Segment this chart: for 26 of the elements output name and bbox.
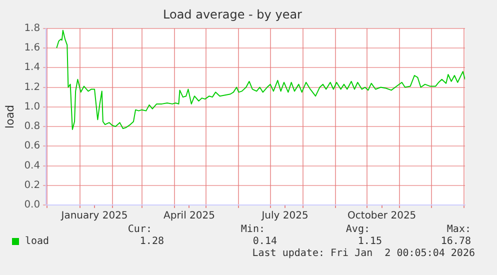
chart-title: Load average - by year [163, 7, 302, 22]
legend-label: load [24, 236, 50, 247]
text: Cur: [128, 224, 152, 235]
y-axis-title: load [3, 104, 16, 128]
x-tick-label: October 2025 [348, 210, 416, 222]
text: 16.78 [440, 236, 471, 247]
x-tick-label: July 2025 [260, 210, 308, 222]
text: Max: [446, 224, 471, 235]
x-tick-label: January 2025 [60, 210, 128, 222]
text: Avg: [346, 224, 370, 235]
y-tick-label: 1.2 [24, 82, 40, 93]
text: Last update: Fri Jan 2 00:05:04 2026 [252, 248, 475, 259]
y-tick-label: 0.2 [24, 180, 40, 191]
y-tick-label: 0.0 [24, 200, 40, 211]
y-tick-label: 0.6 [24, 140, 40, 152]
text: 1.28 [140, 236, 164, 247]
y-tick-label: 0.4 [24, 160, 40, 172]
y-tick-label: 0.8 [24, 121, 40, 132]
y-tick-label: 1.4 [24, 62, 40, 74]
y-tick-label: 1.0 [24, 101, 40, 112]
text: 0.14 [252, 236, 277, 247]
text: 1.15 [358, 236, 382, 247]
x-tick-label: April 2025 [164, 210, 215, 222]
y-tick-label: 1.8 [24, 22, 40, 34]
text: Min: [240, 224, 265, 235]
y-tick-label: 1.6 [24, 42, 40, 54]
